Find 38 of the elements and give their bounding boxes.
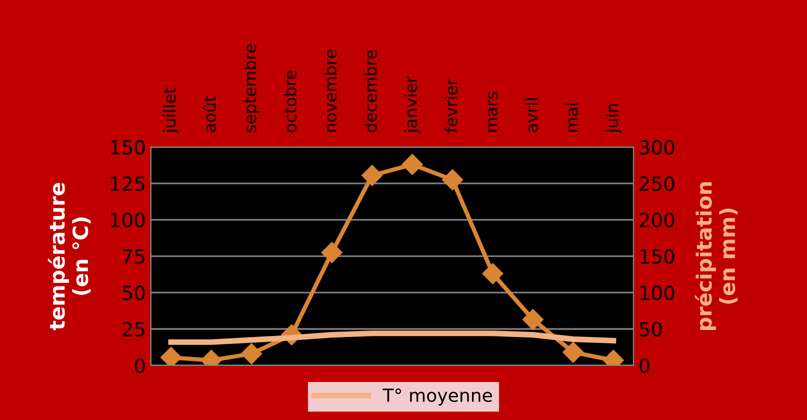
y-tick-label: 150 xyxy=(111,140,145,155)
y-tick-label: 0 xyxy=(134,358,145,374)
point xyxy=(442,169,464,190)
y2-tick-label: 200 xyxy=(640,212,674,228)
y-tick-label: 100 xyxy=(111,212,145,228)
y-tick-label: 50 xyxy=(122,286,145,300)
y-tick-label: 75 xyxy=(122,249,144,264)
y2-tick-label: 150 xyxy=(640,249,674,264)
x-tick-label: novembre xyxy=(324,50,337,132)
x-tick-label: octobre xyxy=(284,70,296,132)
x-tick-label: juillet xyxy=(162,88,180,134)
point xyxy=(522,309,544,330)
x-tick-label: mars xyxy=(488,92,498,132)
x-tick-label: avril xyxy=(524,98,538,132)
y2-tick-label: 50 xyxy=(640,322,662,337)
y2-tick-label: 300 xyxy=(640,140,674,155)
point xyxy=(362,164,383,186)
y-tick-label: 125 xyxy=(111,176,144,192)
point xyxy=(160,346,182,366)
x-tick-label: fevrier xyxy=(444,78,458,133)
y2-axis-title: précipitation (en mm) xyxy=(694,182,738,330)
point xyxy=(562,342,584,363)
point xyxy=(482,263,504,284)
point xyxy=(321,242,342,264)
y2-tick-label: 250 xyxy=(640,176,674,192)
y-tick-label: 25 xyxy=(122,322,144,337)
x-tick-label: mai xyxy=(565,104,578,132)
y-axis-title: température (en °C) xyxy=(48,183,91,330)
legend-label: T° moyenne xyxy=(382,388,492,406)
x-tick-label: decembre xyxy=(364,50,377,132)
point xyxy=(240,343,262,364)
x-tick-label: août xyxy=(202,96,216,132)
x-tick-label: juin xyxy=(605,104,622,134)
y2-tick-label: 100 xyxy=(640,286,674,300)
x-tick-label: septembre xyxy=(243,44,260,132)
point xyxy=(402,154,423,175)
x-tick-label: janvier xyxy=(404,76,420,134)
y2-tick-label: 0 xyxy=(640,358,650,374)
